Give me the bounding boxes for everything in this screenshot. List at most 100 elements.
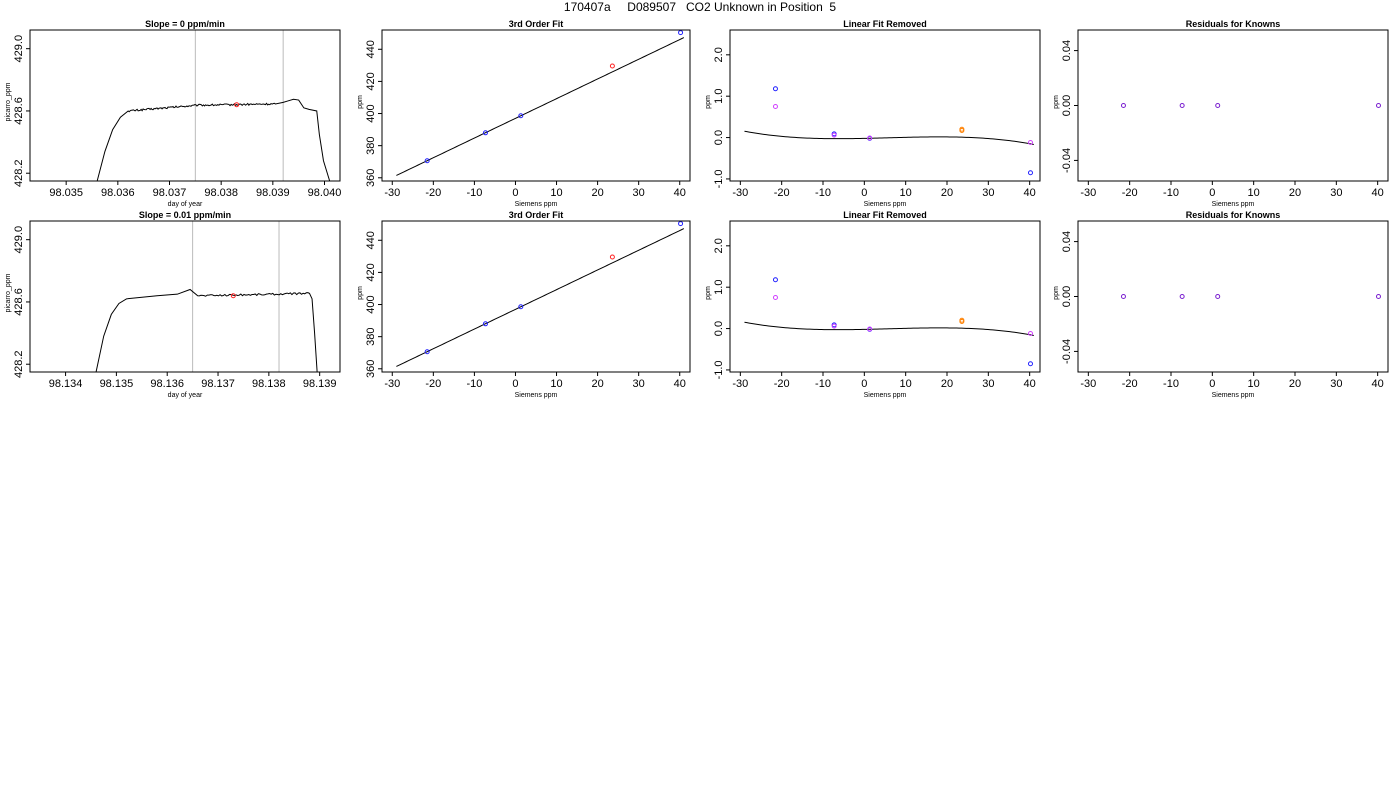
x-tick-label: -20 [774, 187, 790, 199]
y-axis-label: ppm [705, 95, 712, 109]
data-point [1120, 103, 1126, 108]
x-tick-label: 10 [1248, 378, 1260, 390]
data-point [1375, 294, 1381, 299]
x-tick-label: 98.040 [308, 187, 342, 199]
y-tick-label: 400 [365, 295, 377, 313]
y-axis-label: ppm [1053, 95, 1060, 109]
x-tick-label: -20 [425, 378, 441, 390]
x-tick-label: -10 [815, 187, 831, 199]
y-tick-label: 429.0 [13, 226, 25, 254]
x-tick-label: 20 [591, 378, 603, 390]
fit-curve [744, 130, 1034, 145]
plot-area [396, 221, 685, 367]
plot-area [744, 277, 1034, 367]
y-tick-label: 428.6 [13, 288, 25, 316]
plot-area [95, 288, 318, 372]
x-tick-label: 0 [1209, 378, 1215, 390]
y-axis-label: ppm [357, 95, 364, 109]
x-tick-label: 30 [633, 378, 645, 390]
panel-title: Slope = 0 ppm/min [145, 19, 225, 29]
y-tick-label: 0.0 [713, 321, 725, 336]
y-axis-label: ppm [357, 286, 364, 300]
y-tick-label: 360 [365, 169, 377, 187]
y-tick-label: 1.0 [713, 89, 725, 104]
data-point [482, 321, 488, 327]
data-point [518, 304, 524, 310]
x-tick-label: 40 [1024, 187, 1036, 199]
x-tick-label: 98.134 [49, 378, 83, 390]
fit-curve [396, 228, 685, 367]
data-point [831, 132, 837, 138]
x-tick-label: 10 [900, 378, 912, 390]
x-axis-label: Siemens ppm [864, 392, 907, 399]
chart-panel-fit2: 3rd Order Fit -30 -20 -10 0 10 20 30 40 360 380 400… [357, 210, 691, 399]
y-axis-label: ppm [1053, 286, 1060, 300]
x-tick-label: 40 [674, 187, 686, 199]
y-tick-label: 428.2 [13, 159, 25, 187]
x-tick-label: -10 [1163, 378, 1179, 390]
y-tick-label: 440 [365, 231, 377, 249]
x-tick-label: 98.137 [201, 378, 235, 390]
x-tick-label: -10 [1163, 187, 1179, 199]
fit-curve [744, 321, 1034, 336]
x-tick-label: -20 [425, 187, 441, 199]
x-tick-label: 98.138 [252, 378, 286, 390]
x-tick-label: 98.037 [153, 187, 187, 199]
plot-area [396, 30, 685, 176]
y-tick-label: 1.0 [713, 280, 725, 295]
x-axis-label: Siemens ppm [1212, 201, 1255, 208]
y-axis-label: picarro_ppm [5, 82, 12, 121]
data-point [772, 295, 778, 301]
y-tick-label: 2.0 [713, 238, 725, 253]
x-tick-label: 20 [1289, 187, 1301, 199]
data-point [1027, 140, 1033, 146]
data-point [518, 113, 524, 119]
series-line [96, 98, 331, 181]
y-tick-label: 428.2 [13, 350, 25, 378]
y-tick-label: 0.00 [1061, 286, 1073, 307]
chart-panel-res1: Residuals for Knowns -30 -20 -10 0 10 20 30 40 -0… [1053, 19, 1389, 208]
x-tick-label: -20 [1122, 378, 1138, 390]
data-point [424, 158, 430, 164]
panel-title: Linear Fit Removed [843, 19, 927, 29]
x-axis-label: day of year [168, 201, 203, 208]
data-point [1375, 103, 1381, 108]
data-point [831, 323, 837, 329]
x-tick-label: -10 [466, 378, 482, 390]
x-tick-label: 0 [512, 378, 518, 390]
x-tick-label: 0 [861, 187, 867, 199]
y-tick-label: 380 [365, 136, 377, 154]
x-tick-label: 0 [861, 378, 867, 390]
data-point [1179, 294, 1185, 299]
data-point [234, 102, 240, 108]
x-tick-label: 10 [550, 378, 562, 390]
x-tick-label: 10 [900, 187, 912, 199]
y-tick-label: 2.0 [713, 47, 725, 62]
x-tick-label: -20 [774, 378, 790, 390]
x-tick-label: 98.035 [49, 187, 83, 199]
x-tick-label: 98.136 [150, 378, 184, 390]
data-point [678, 221, 684, 227]
series-line [95, 288, 318, 372]
y-tick-label: 440 [365, 40, 377, 58]
x-tick-label: 98.036 [101, 187, 135, 199]
x-tick-label: 40 [674, 378, 686, 390]
x-tick-label: 30 [982, 187, 994, 199]
x-axis-label: Siemens ppm [515, 201, 558, 208]
plot-area [744, 86, 1034, 176]
y-tick-label: 420 [365, 263, 377, 281]
panel-title: 3rd Order Fit [509, 19, 564, 29]
x-tick-label: 30 [982, 378, 994, 390]
x-tick-label: 40 [1372, 378, 1384, 390]
data-point [609, 254, 615, 260]
y-tick-label: 400 [365, 104, 377, 122]
plot-frame [29, 29, 341, 182]
data-point [424, 349, 430, 355]
chart-panel-lin2: Linear Fit Removed -30 -20 -10 0 10 20 30 40 -1.0… [705, 210, 1041, 399]
x-tick-label: 10 [550, 187, 562, 199]
data-point [867, 135, 873, 141]
plot-area [1120, 294, 1381, 299]
y-tick-label: -1.0 [713, 169, 725, 188]
plot-frame [381, 29, 691, 182]
